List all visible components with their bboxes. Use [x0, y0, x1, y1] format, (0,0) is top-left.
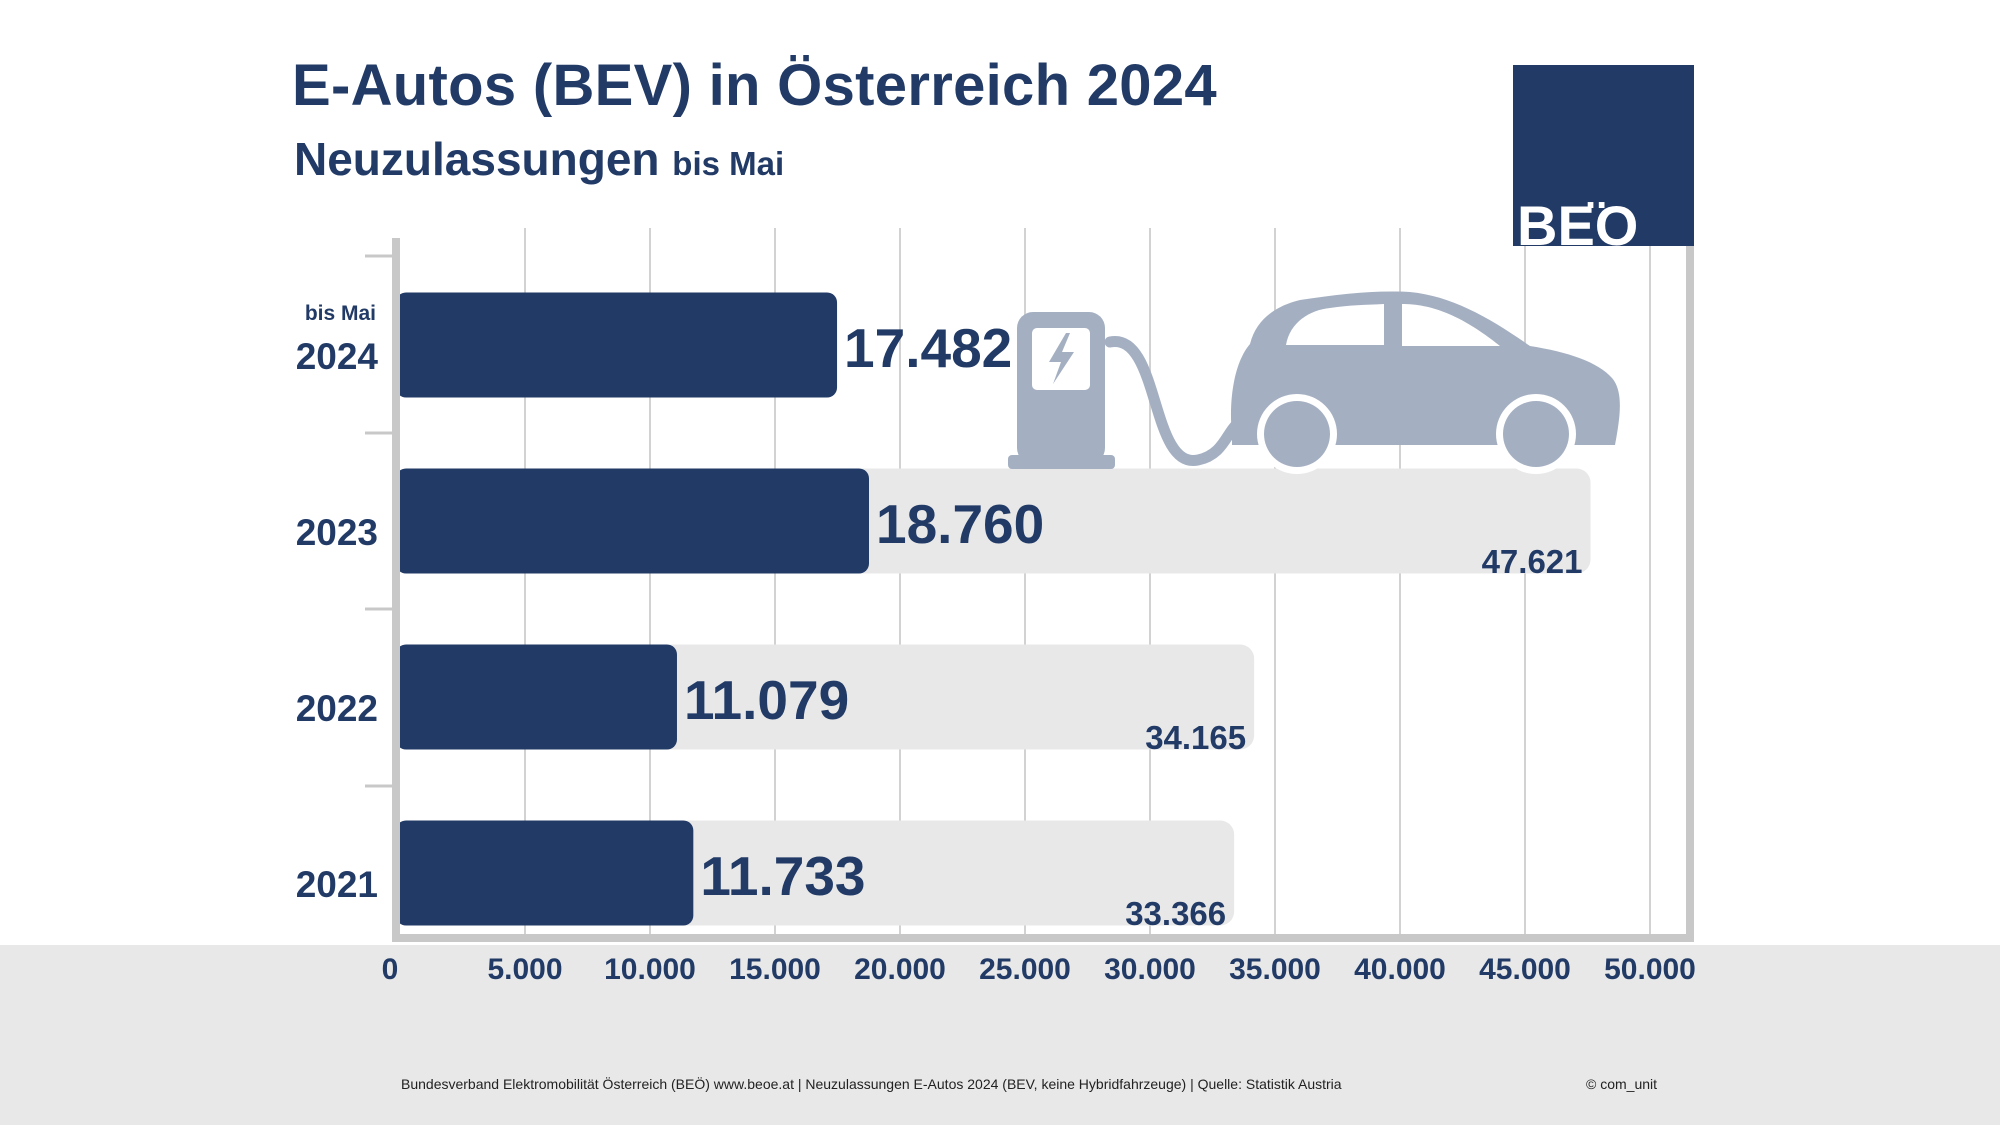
footer-credit: © com_unit	[1586, 1076, 1658, 1092]
footer-source: Bundesverband Elektromobilität Österreic…	[401, 1076, 1342, 1092]
chart-subtitle: Neuzulassungen bis Mai	[294, 132, 784, 186]
footer-band	[0, 945, 2000, 1125]
car-window-rear	[1402, 304, 1500, 346]
value-bar	[396, 820, 694, 926]
value-label: 11.079	[684, 669, 849, 731]
value-label: 11.733	[700, 845, 865, 907]
value-label: 18.760	[876, 493, 1044, 555]
x-tick-label: 5.000	[487, 953, 562, 986]
x-tick-label: 15.000	[729, 953, 821, 986]
category-label: 2023	[296, 512, 378, 553]
bolt-icon	[1049, 333, 1074, 384]
category-label: 2022	[296, 688, 378, 729]
charging-cable	[1104, 336, 1242, 466]
x-tick-label: 30.000	[1104, 953, 1196, 986]
electric-car-icon	[1230, 291, 1620, 474]
x-tick-label: 0	[382, 953, 399, 986]
value-bar	[396, 468, 869, 574]
station-base	[1008, 455, 1115, 469]
x-tick-label: 35.000	[1229, 953, 1321, 986]
x-tick-label: 25.000	[979, 953, 1071, 986]
x-tick-label: 10.000	[604, 953, 696, 986]
total-label: 33.366	[1125, 895, 1226, 932]
beo-logo: .. BEO	[1513, 65, 1694, 257]
category-label: 2024	[296, 336, 379, 377]
x-tick-label: 45.000	[1479, 953, 1571, 986]
subtitle-main: Neuzulassungen	[294, 133, 660, 185]
charging-station-icon	[1008, 312, 1242, 469]
x-tick-label: 40.000	[1354, 953, 1446, 986]
value-bar	[396, 644, 677, 750]
total-label: 47.621	[1482, 543, 1583, 580]
car-wheel	[1264, 401, 1330, 467]
chart-title: E-Autos (BEV) in Österreich 2024	[292, 53, 1217, 118]
logo-dots: ..	[1585, 173, 1608, 217]
value-bar	[396, 292, 838, 398]
total-label: 34.165	[1145, 719, 1246, 756]
subtitle-small: bis Mai	[672, 145, 785, 182]
value-label: 17.482	[844, 317, 1012, 379]
car-window-front	[1286, 304, 1384, 345]
x-tick-label: 20.000	[854, 953, 946, 986]
car-wheel	[1503, 401, 1569, 467]
category-label: 2021	[296, 864, 378, 905]
category-prefix: bis Mai	[305, 302, 376, 325]
x-tick-label: 50.000	[1604, 953, 1696, 986]
logo-text: BEO	[1517, 194, 1639, 257]
